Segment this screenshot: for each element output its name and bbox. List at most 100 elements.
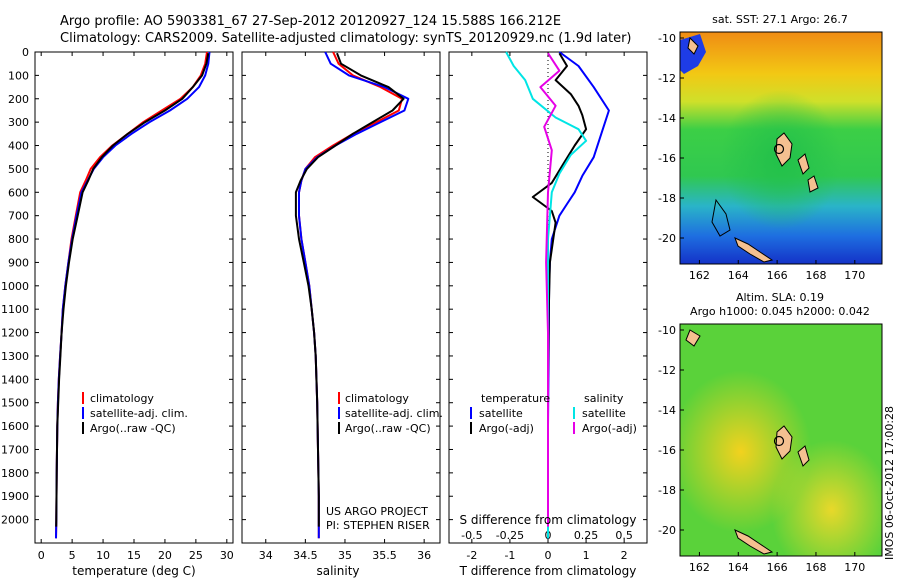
sla-map — [679, 323, 883, 557]
depth-tick-label: 1600 — [1, 420, 29, 433]
s-tick-label: 0.25 — [574, 529, 599, 542]
difference-xlabel: T difference from climatology — [459, 564, 637, 578]
x-tick-label: 0 — [38, 549, 45, 562]
x-tick-label: -1 — [504, 549, 515, 562]
x-tick-label: 35 — [338, 549, 352, 562]
s-tick-label: -0.5 — [461, 529, 482, 542]
sla-map-axes: -10 -12 -14 -16 -18 -20 162 164 166 168 170 — [658, 324, 865, 574]
argo-location-marker — [773, 435, 785, 447]
series-line-climatology — [298, 51, 403, 539]
x-tick-label: 34.5 — [293, 549, 318, 562]
legend-temperature-heading: temperature — [481, 392, 550, 405]
legend-s-satellite: satellite — [582, 407, 626, 420]
legend-salinity-heading: salinity — [584, 392, 624, 405]
depth-tick-label: 1100 — [1, 303, 29, 316]
x-tick-label: 20 — [158, 549, 172, 562]
x-tick-label: -2 — [466, 549, 477, 562]
lon-tick-label: 170 — [844, 269, 865, 282]
salinity-xlabel: salinity — [316, 564, 359, 578]
argo-location-marker — [773, 143, 785, 155]
sst-cold-patch — [680, 34, 706, 74]
legend-climatology: climatology — [345, 392, 409, 405]
legend-s-argo: Argo(-adj) — [582, 422, 637, 435]
depth-tick-label: 1500 — [1, 397, 29, 410]
lat-tick-label: -10 — [658, 32, 676, 45]
depth-tick-label: 800 — [8, 233, 29, 246]
island-shape — [734, 529, 774, 555]
sst-map-title: sat. SST: 27.1 Argo: 26.7 — [712, 13, 848, 26]
lat-tick-label: -12 — [658, 364, 676, 377]
lon-tick-label: 168 — [805, 561, 826, 574]
depth-tick-label: 2000 — [1, 514, 29, 527]
depth-tick-label: 600 — [8, 186, 29, 199]
island-shape — [797, 445, 810, 467]
legend-argo: Argo(..raw -QC) — [90, 422, 176, 435]
island-shape — [797, 153, 810, 175]
depth-tick-label: 0 — [22, 46, 29, 59]
depth-tick-label: 1000 — [1, 280, 29, 293]
x-tick-label: 34 — [259, 549, 273, 562]
lat-tick-label: -16 — [658, 444, 676, 457]
salinity-legend: climatology satellite-adj. clim. Argo(..… — [326, 392, 443, 532]
x-tick-label: 25 — [189, 549, 203, 562]
difference-plot: -2 -1 0 1 2-0.5 -0.25 0 0.25 0.5 — [461, 51, 633, 562]
depth-tick-label: 1200 — [1, 327, 29, 340]
sst-map-frame — [679, 31, 883, 265]
sla-map-title-1: Altim. SLA: 0.19 — [736, 291, 824, 304]
salinity-panel — [241, 51, 441, 544]
temperature-plot: 0 5 10 15 20 25 30 — [38, 51, 234, 562]
lat-tick-label: -10 — [658, 324, 676, 337]
series-line-satellite-adj-clim- — [55, 51, 211, 539]
sla-map-frame — [679, 323, 883, 557]
title-line-2: Climatology: CARS2009. Satellite-adjuste… — [60, 31, 632, 46]
depth-tick-label: 100 — [8, 69, 29, 82]
lat-tick-label: -14 — [658, 404, 676, 417]
series-line-t-satellite — [547, 51, 610, 539]
lon-tick-label: 168 — [805, 269, 826, 282]
x-tick-label: 15 — [127, 549, 141, 562]
credit-text: IMOS 06-Oct-2012 17:00:28 — [883, 406, 896, 560]
pi-annotation: PI: STEPHEN RISER — [326, 519, 430, 532]
x-tick-label: 1 — [583, 549, 590, 562]
s-tick-label: 0.5 — [615, 529, 633, 542]
lon-tick-label: 162 — [689, 269, 710, 282]
depth-tick-label: 1900 — [1, 490, 29, 503]
lat-tick-label: -18 — [658, 484, 676, 497]
legend-t-satellite: satellite — [479, 407, 523, 420]
depth-axis: 0 100 200 300 400 500 600 700 800 900 1000 1100 1200… — [1, 46, 647, 527]
title-line-1: Argo profile: AO 5903381_67 27-Sep-2012 … — [60, 14, 561, 29]
island-shape — [687, 36, 699, 55]
legend-climatology: climatology — [90, 392, 154, 405]
depth-tick-label: 300 — [8, 116, 29, 129]
lon-tick-label: 164 — [728, 561, 749, 574]
depth-tick-label: 200 — [8, 93, 29, 106]
depth-tick-label: 700 — [8, 210, 29, 223]
series-line-argo-raw-qc- — [55, 53, 210, 527]
depth-tick-label: 1300 — [1, 350, 29, 363]
x-tick-label: 10 — [96, 549, 110, 562]
lon-tick-label: 164 — [728, 269, 749, 282]
depth-tick-label: 400 — [8, 140, 29, 153]
lon-tick-label: 166 — [767, 269, 788, 282]
reef-outline — [711, 198, 731, 237]
lon-tick-label: 166 — [767, 561, 788, 574]
temperature-legend: climatology satellite-adj. clim. Argo(..… — [82, 392, 188, 435]
x-tick-label: 35.5 — [372, 549, 397, 562]
series-line-s-argo-adj- — [539, 52, 561, 527]
depth-tick-label: 1800 — [1, 467, 29, 480]
x-tick-label: 30 — [220, 549, 234, 562]
lat-tick-label: -18 — [658, 192, 676, 205]
x-tick-label: 5 — [69, 549, 76, 562]
series-line-satellite-adj-clim- — [298, 51, 410, 539]
series-line-t-argo-adj- — [531, 52, 588, 527]
x-tick-label: 2 — [621, 549, 628, 562]
lat-tick-label: -12 — [658, 72, 676, 85]
depth-tick-label: 1700 — [1, 443, 29, 456]
island-shape — [807, 175, 819, 193]
sst-map — [679, 31, 883, 265]
series-line-climatology — [55, 51, 208, 539]
x-tick-label: 0 — [545, 549, 552, 562]
island-shape — [685, 329, 701, 347]
difference-xlabel-top: S difference from climatology — [460, 513, 637, 527]
